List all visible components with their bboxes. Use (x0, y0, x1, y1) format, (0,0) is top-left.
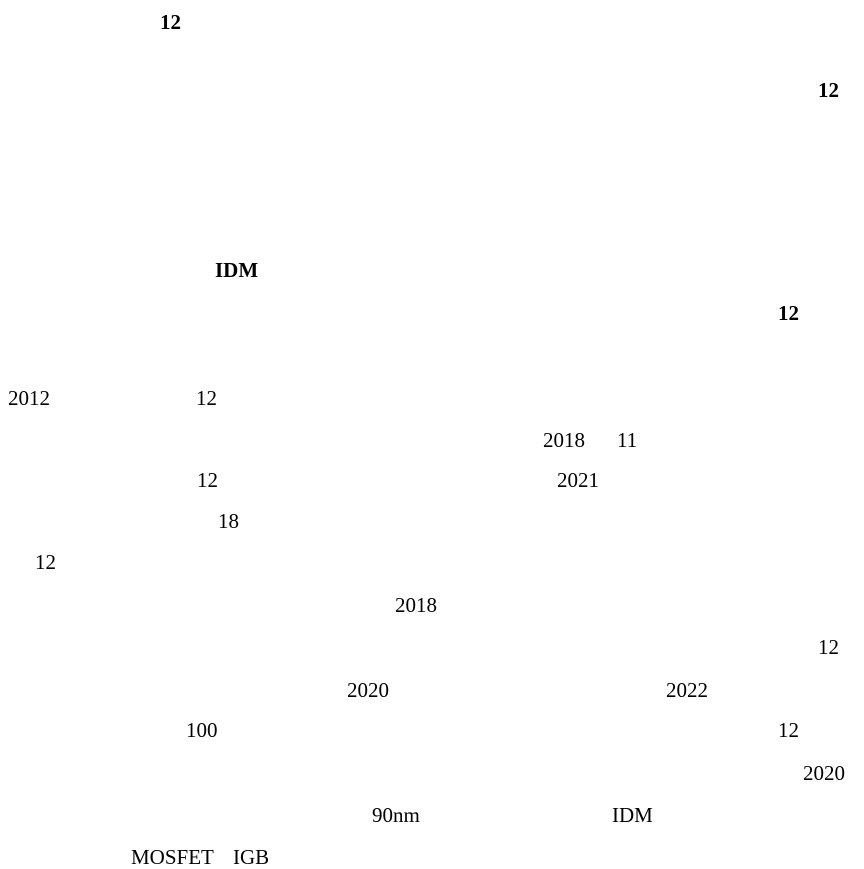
text-fragment: 2020 (347, 678, 389, 702)
text-fragment: 11 (617, 428, 638, 452)
heading-fragment: 12 (778, 301, 799, 325)
text-fragment: 12 (35, 550, 56, 574)
text-fragment: 2020 (803, 761, 845, 785)
heading-fragment: 12 (160, 10, 181, 34)
text-fragment: 18 (218, 509, 239, 533)
text-fragment: MOSFET (131, 845, 214, 869)
text-fragment: 2022 (666, 678, 708, 702)
heading-fragment: 12 (818, 78, 839, 102)
text-fragment: 12 (196, 386, 217, 410)
text-fragment: 2012 (8, 386, 50, 410)
heading-fragment: IDM (215, 258, 259, 282)
text-fragment: 100 (186, 718, 218, 742)
text-fragment: IDM (612, 803, 653, 827)
text-fragment: 2018 (395, 593, 437, 617)
text-fragment: 12 (818, 635, 839, 659)
text-fragment: 12 (778, 718, 799, 742)
text-fragment: 2018 (543, 428, 585, 452)
text-fragment: 2021 (557, 468, 599, 492)
text-fragment: 12 (197, 468, 218, 492)
text-fragment: IGB (233, 845, 270, 869)
text-fragment: 90nm (372, 803, 420, 827)
